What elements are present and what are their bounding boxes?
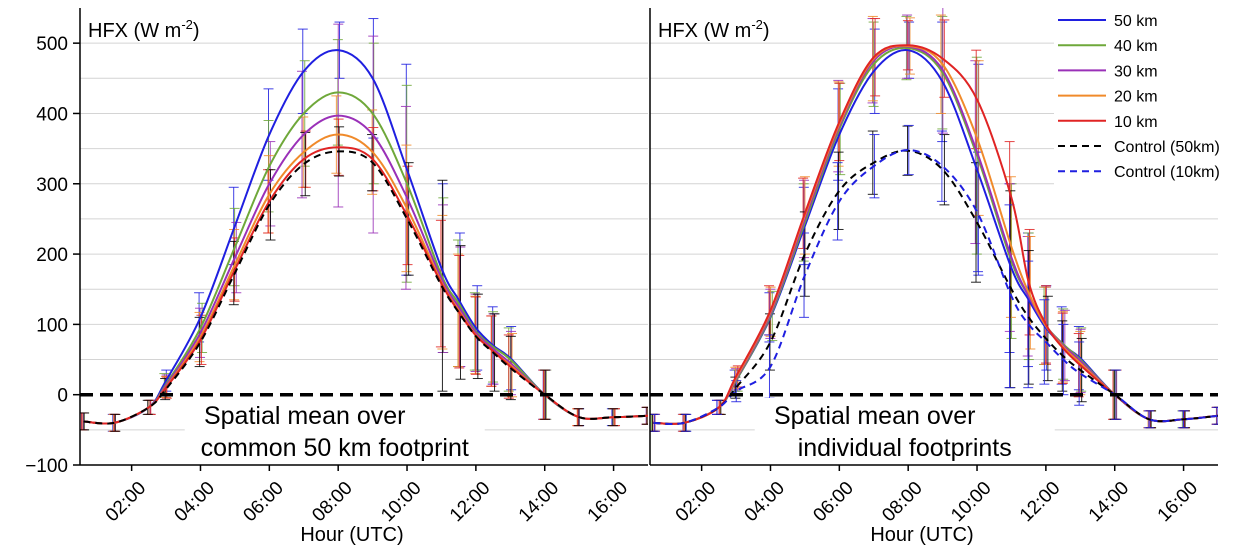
annotation-line: common 50 km footprint (201, 434, 469, 462)
legend-label: Control (50km) (1114, 139, 1220, 156)
y-tick-label: 100 (36, 315, 68, 336)
panel-1: 02:00 04:00 06:00 08:00 10:00 12:00 14:00 16:00… (77, 8, 655, 546)
x-tick-label: 10:00 (377, 478, 425, 526)
legend-label: Control (10km) (1114, 164, 1220, 181)
x-tick-label: 14:00 (1085, 478, 1133, 526)
legend-label: 10 km (1114, 114, 1158, 131)
annotation-line: Spatial mean over (204, 402, 406, 430)
legend-label: 50 km (1114, 13, 1158, 30)
x-axis-title: Hour (UTC) (300, 524, 403, 546)
legend-label: 20 km (1114, 89, 1158, 106)
x-tick-label: 12:00 (1016, 478, 1064, 526)
x-tick-label: 04:00 (171, 478, 219, 526)
y-tick-label: 500 (36, 34, 68, 55)
x-axis-title: Hour (UTC) (870, 524, 973, 546)
x-tick-label: 02:00 (102, 478, 150, 526)
annotation-line: individual footprints (798, 434, 1012, 462)
legend-label: 30 km (1114, 63, 1158, 80)
x-tick-label: 16:00 (1154, 478, 1202, 526)
y-tick-label: 300 (36, 175, 68, 196)
error-bars-20-km (77, 96, 652, 431)
plot-area (77, 19, 655, 432)
x-tick-label: 06:00 (809, 478, 857, 526)
annotation-line: Spatial mean over (774, 402, 976, 430)
y-tick-label: 0 (57, 386, 68, 407)
y-tick-label: 400 (36, 104, 68, 125)
x-tick-label: 12:00 (446, 478, 494, 526)
x-tick-label: 08:00 (878, 478, 926, 526)
panel-annotation: Spatial mean over common 50 km footprint (185, 398, 485, 462)
y-tick-label: 200 (36, 245, 68, 266)
x-tick-label: 02:00 (672, 478, 720, 526)
x-tick-label: 14:00 (515, 478, 563, 526)
y-axis: −100 0 100 200 300 400 500 (25, 34, 80, 477)
legend-label: 40 km (1114, 38, 1158, 55)
panel-annotation: Spatial mean over individual footprints (755, 398, 1055, 462)
panel-title: HFX (W m-2) (658, 17, 770, 42)
legend: 50 km 40 km 30 km 20 km 10 km Control (50km) C… (1054, 8, 1226, 186)
x-tick-label: 06:00 (239, 478, 287, 526)
x-tick-label: 10:00 (947, 478, 995, 526)
panel-title: HFX (W m-2) (88, 17, 200, 42)
x-tick-label: 08:00 (308, 478, 356, 526)
x-tick-label: 16:00 (584, 478, 632, 526)
error-bars-40-km (79, 40, 652, 432)
x-tick-label: 04:00 (741, 478, 789, 526)
y-tick-label: −100 (25, 456, 68, 477)
error-bars-50-km (77, 19, 655, 432)
